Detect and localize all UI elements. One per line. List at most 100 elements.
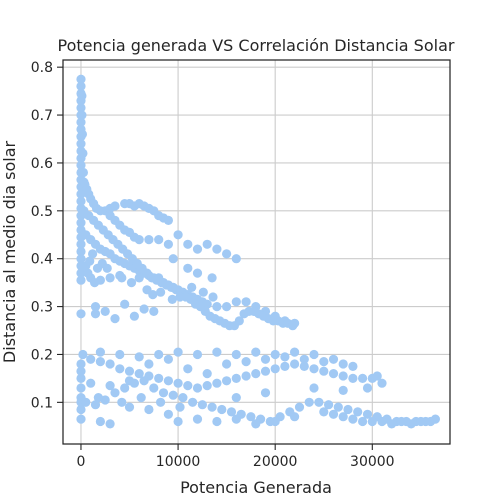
- data-point: [77, 91, 86, 100]
- data-point: [175, 403, 184, 412]
- data-point: [242, 297, 251, 306]
- data-point: [135, 352, 144, 361]
- data-point: [251, 419, 260, 428]
- data-point: [83, 269, 92, 278]
- data-point: [271, 364, 280, 373]
- data-point: [212, 379, 221, 388]
- data-point: [348, 415, 357, 424]
- data-point: [159, 388, 168, 397]
- data-point: [156, 398, 165, 407]
- data-point: [94, 393, 103, 402]
- data-point: [125, 376, 134, 385]
- data-point: [222, 376, 231, 385]
- data-point: [300, 355, 309, 364]
- data-point: [193, 350, 202, 359]
- y-tick-label: 0.6: [31, 156, 53, 172]
- data-point: [251, 369, 260, 378]
- data-point: [76, 309, 85, 318]
- chart-title: Potencia generada VS Correlación Distanc…: [58, 36, 455, 55]
- data-point: [164, 410, 173, 419]
- data-point: [203, 381, 212, 390]
- y-tick-label: 0.3: [31, 300, 53, 316]
- data-point: [261, 355, 270, 364]
- data-point: [79, 168, 88, 177]
- data-point: [154, 374, 163, 383]
- data-point: [183, 240, 192, 249]
- data-point: [222, 302, 231, 311]
- data-point: [154, 273, 163, 282]
- data-point: [198, 400, 207, 409]
- data-point: [106, 419, 115, 428]
- data-point: [164, 376, 173, 385]
- data-point: [212, 348, 221, 357]
- y-tick-label: 0.4: [31, 252, 53, 268]
- data-point: [208, 292, 217, 301]
- data-point: [193, 269, 202, 278]
- data-point: [373, 371, 382, 380]
- data-point: [103, 264, 112, 273]
- y-tick-label: 0.7: [31, 108, 53, 124]
- data-point: [154, 235, 163, 244]
- data-point: [76, 415, 85, 424]
- data-point: [208, 273, 217, 282]
- data-point: [106, 273, 115, 282]
- data-point: [261, 367, 270, 376]
- data-point: [115, 350, 124, 359]
- data-point: [329, 355, 338, 364]
- data-point: [193, 245, 202, 254]
- data-point: [193, 383, 202, 392]
- data-point: [358, 417, 367, 426]
- data-point: [329, 410, 338, 419]
- data-point: [290, 412, 299, 421]
- x-axis-label: Potencia Generada: [180, 478, 332, 497]
- data-point: [164, 355, 173, 364]
- data-point: [169, 391, 178, 400]
- data-point: [232, 393, 241, 402]
- data-point: [426, 417, 435, 426]
- data-point: [288, 321, 297, 330]
- data-point: [212, 417, 221, 426]
- data-point: [174, 379, 183, 388]
- data-point: [309, 364, 318, 373]
- data-point: [295, 403, 304, 412]
- data-point: [339, 371, 348, 380]
- data-point: [280, 352, 289, 361]
- data-point: [117, 398, 126, 407]
- data-point: [222, 249, 231, 258]
- data-point: [149, 383, 158, 392]
- data-point: [117, 273, 126, 282]
- data-point: [368, 417, 377, 426]
- data-point: [144, 405, 153, 414]
- data-point: [329, 369, 338, 378]
- data-point: [232, 254, 241, 263]
- x-tick-label: 20000: [253, 454, 298, 470]
- data-point: [397, 417, 406, 426]
- data-point: [222, 359, 231, 368]
- data-point: [137, 393, 146, 402]
- data-point: [106, 381, 115, 390]
- data-point: [88, 249, 97, 258]
- data-point: [280, 362, 289, 371]
- data-point: [183, 264, 192, 273]
- data-point: [76, 383, 85, 392]
- data-point: [290, 348, 299, 357]
- data-point: [188, 398, 197, 407]
- data-point: [144, 235, 153, 244]
- data-point: [76, 276, 85, 285]
- data-point: [271, 350, 280, 359]
- data-point: [96, 417, 105, 426]
- data-point: [232, 415, 241, 424]
- data-point: [148, 290, 157, 299]
- data-point: [339, 359, 348, 368]
- x-tick-label: 0: [77, 454, 86, 470]
- data-point: [164, 240, 173, 249]
- data-point: [232, 374, 241, 383]
- data-point: [232, 350, 241, 359]
- data-point: [348, 362, 357, 371]
- data-point: [309, 350, 318, 359]
- data-point: [358, 374, 367, 383]
- y-axis-label: Distancia al medio dia solar: [0, 141, 19, 364]
- data-point: [305, 398, 314, 407]
- y-tick-label: 0.1: [31, 395, 53, 411]
